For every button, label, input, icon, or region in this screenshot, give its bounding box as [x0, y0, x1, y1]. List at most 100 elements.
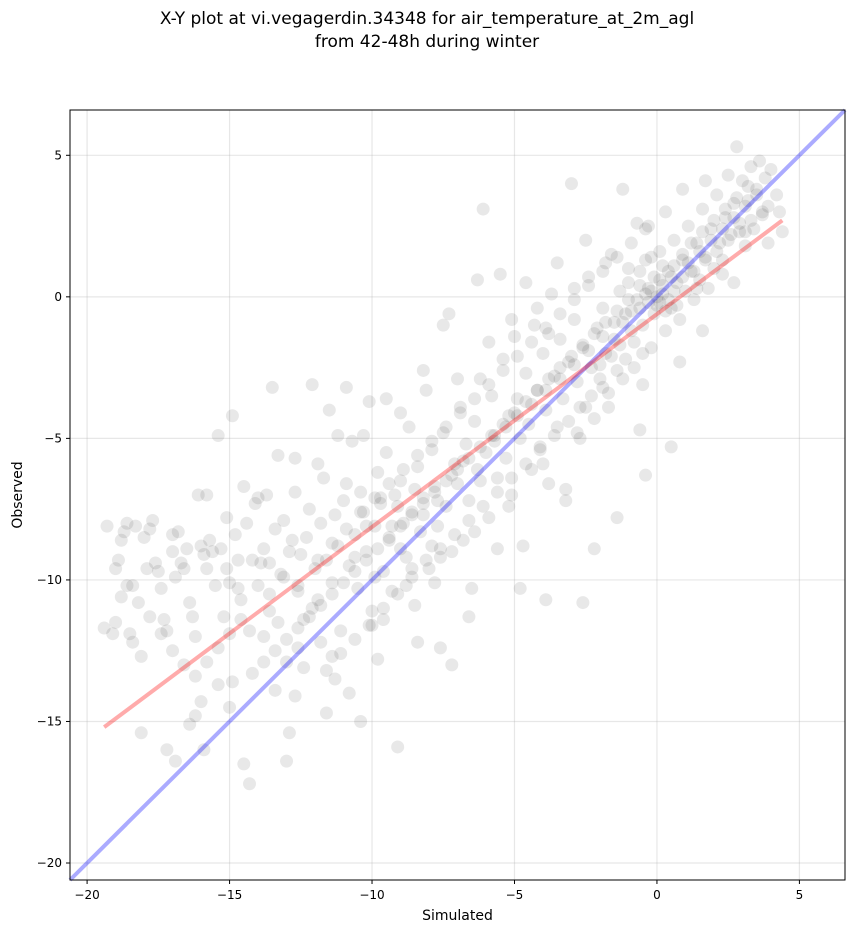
- data-point: [633, 264, 647, 278]
- y-tick-label: −10: [37, 573, 62, 587]
- data-point: [647, 270, 661, 284]
- data-point: [405, 570, 419, 584]
- data-point: [325, 587, 339, 601]
- data-point: [262, 587, 276, 601]
- data-point: [721, 233, 735, 247]
- data-point: [562, 355, 576, 369]
- data-point: [359, 545, 373, 559]
- data-point: [653, 296, 667, 309]
- data-point: [442, 307, 456, 321]
- data-point: [325, 649, 339, 663]
- data-point: [314, 598, 328, 612]
- data-point: [268, 683, 282, 697]
- data-point: [280, 655, 294, 669]
- y-tick-label: 5: [54, 148, 62, 162]
- data-point: [539, 383, 553, 397]
- data-point: [473, 440, 487, 454]
- data-point: [587, 412, 601, 426]
- x-tick-label: 5: [796, 888, 804, 902]
- data-point: [707, 262, 721, 276]
- data-point: [693, 273, 707, 287]
- data-point: [376, 564, 390, 578]
- data-point: [596, 329, 610, 343]
- data-point: [217, 610, 231, 624]
- data-point: [536, 346, 550, 360]
- data-point: [490, 471, 504, 485]
- data-point: [328, 672, 342, 686]
- data-point: [658, 205, 672, 219]
- data-point: [490, 542, 504, 556]
- data-point: [314, 635, 328, 649]
- data-point: [154, 627, 168, 641]
- data-point: [676, 247, 690, 261]
- data-point: [168, 754, 182, 768]
- data-point: [436, 426, 450, 440]
- data-point: [681, 219, 695, 233]
- data-point: [602, 386, 616, 400]
- data-point: [673, 312, 687, 326]
- data-point: [451, 463, 464, 477]
- data-point: [584, 389, 598, 403]
- data-point: [698, 253, 712, 267]
- data-point: [505, 312, 519, 326]
- data-point: [314, 516, 328, 530]
- data-point: [610, 250, 624, 264]
- data-point: [342, 686, 356, 700]
- data-point: [650, 298, 664, 312]
- data-point: [550, 256, 564, 270]
- data-point: [687, 293, 701, 307]
- data-point: [109, 615, 123, 629]
- data-point: [727, 211, 741, 225]
- data-point: [240, 516, 254, 530]
- data-point: [499, 420, 513, 434]
- data-point: [214, 542, 228, 556]
- data-point: [203, 533, 217, 547]
- regression-line: [102, 218, 784, 729]
- data-point: [764, 162, 778, 176]
- data-point: [582, 270, 596, 284]
- data-point: [656, 259, 670, 273]
- data-point: [536, 457, 550, 471]
- y-axis-ticks: −20 −15 −10 −5 0 5: [37, 148, 70, 870]
- data-point: [388, 488, 402, 502]
- data-point: [194, 539, 208, 553]
- data-point: [667, 259, 681, 273]
- data-point: [411, 635, 425, 649]
- data-point: [143, 522, 157, 536]
- data-point: [730, 140, 744, 154]
- data-point: [257, 542, 271, 556]
- data-point: [755, 205, 769, 219]
- data-point: [567, 312, 581, 326]
- data-point: [567, 281, 581, 295]
- data-point: [616, 372, 630, 386]
- data-point: [710, 188, 724, 202]
- data-point: [425, 539, 439, 553]
- data-point: [755, 208, 769, 222]
- data-point: [727, 196, 741, 210]
- data-point: [505, 471, 519, 485]
- data-point: [126, 635, 140, 649]
- data-point: [513, 431, 527, 445]
- data-point: [775, 225, 789, 239]
- data-point: [291, 579, 305, 593]
- data-point: [673, 355, 687, 369]
- data-point: [661, 293, 675, 307]
- data-point: [334, 624, 348, 638]
- data-point: [670, 276, 684, 290]
- data-point: [727, 276, 741, 290]
- data-point: [664, 270, 678, 284]
- data-point: [658, 304, 672, 318]
- data-point: [707, 213, 721, 227]
- data-point: [174, 556, 188, 570]
- data-point: [547, 369, 561, 383]
- y-axis-label: Observed: [10, 461, 26, 528]
- data-point: [516, 539, 530, 553]
- data-point: [490, 485, 504, 499]
- data-point: [573, 400, 587, 414]
- y-tick-label: −20: [37, 856, 62, 870]
- data-point: [661, 264, 675, 278]
- data-point: [291, 641, 305, 655]
- data-point: [499, 451, 513, 465]
- data-point: [758, 171, 772, 185]
- data-point: [433, 550, 447, 564]
